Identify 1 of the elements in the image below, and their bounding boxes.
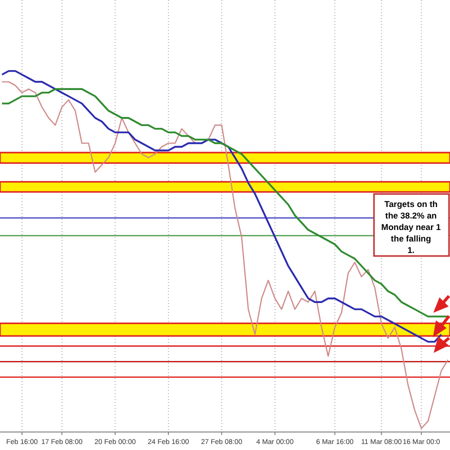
annotation: Targets on th the 38.2% an Monday near 1 the falling 1. bbox=[381, 199, 442, 255]
